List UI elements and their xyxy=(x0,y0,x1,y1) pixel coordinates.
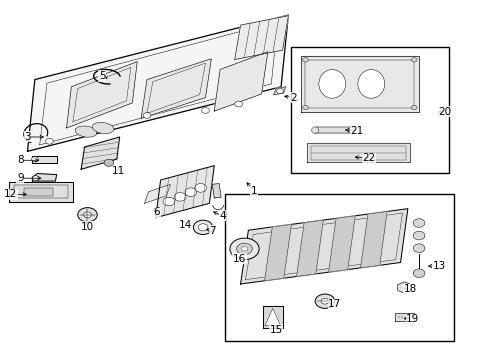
Circle shape xyxy=(412,231,424,240)
Ellipse shape xyxy=(357,69,384,98)
Text: 19: 19 xyxy=(405,314,419,324)
Text: 20: 20 xyxy=(437,107,450,117)
Bar xyxy=(290,47,448,173)
Text: 12: 12 xyxy=(4,189,17,199)
Text: 14: 14 xyxy=(178,220,191,230)
Circle shape xyxy=(174,193,185,201)
Text: 2: 2 xyxy=(289,93,296,103)
Polygon shape xyxy=(306,143,409,162)
Circle shape xyxy=(45,138,53,144)
Circle shape xyxy=(234,101,242,107)
Circle shape xyxy=(276,89,283,94)
Ellipse shape xyxy=(75,126,97,137)
Circle shape xyxy=(241,247,247,251)
Polygon shape xyxy=(300,56,418,112)
Polygon shape xyxy=(264,309,280,325)
Polygon shape xyxy=(315,127,351,134)
Circle shape xyxy=(410,58,416,62)
Polygon shape xyxy=(394,314,413,320)
Polygon shape xyxy=(9,182,73,202)
Text: 13: 13 xyxy=(432,261,445,271)
Circle shape xyxy=(32,176,39,181)
Polygon shape xyxy=(27,15,288,151)
Circle shape xyxy=(321,298,328,304)
Polygon shape xyxy=(296,220,323,276)
Circle shape xyxy=(193,220,212,234)
Ellipse shape xyxy=(318,69,345,98)
Circle shape xyxy=(104,159,114,166)
Bar xyxy=(24,188,53,196)
Polygon shape xyxy=(212,184,221,198)
Circle shape xyxy=(302,105,308,110)
Circle shape xyxy=(410,105,416,110)
Circle shape xyxy=(78,208,97,222)
Text: 5: 5 xyxy=(99,71,105,81)
Circle shape xyxy=(163,197,174,206)
Circle shape xyxy=(229,238,259,260)
Circle shape xyxy=(198,224,207,231)
Text: 22: 22 xyxy=(362,153,375,163)
Text: 3: 3 xyxy=(24,132,31,142)
Polygon shape xyxy=(81,137,120,169)
Circle shape xyxy=(412,269,424,278)
Polygon shape xyxy=(240,209,407,284)
Text: 10: 10 xyxy=(81,222,94,231)
Circle shape xyxy=(302,58,308,62)
Circle shape xyxy=(143,113,151,118)
Ellipse shape xyxy=(347,127,355,134)
Circle shape xyxy=(412,219,424,227)
Polygon shape xyxy=(273,87,285,95)
Circle shape xyxy=(236,243,252,255)
Text: 17: 17 xyxy=(327,300,341,310)
Text: 15: 15 xyxy=(269,325,282,335)
Circle shape xyxy=(184,188,196,197)
Polygon shape xyxy=(141,59,211,118)
Circle shape xyxy=(412,244,424,252)
Text: 21: 21 xyxy=(349,126,363,135)
Text: 7: 7 xyxy=(209,226,216,236)
Polygon shape xyxy=(397,282,410,293)
Polygon shape xyxy=(264,224,291,281)
Ellipse shape xyxy=(311,127,318,134)
Polygon shape xyxy=(360,211,386,268)
Polygon shape xyxy=(234,16,288,59)
Circle shape xyxy=(83,212,91,218)
Text: 6: 6 xyxy=(153,207,160,217)
Circle shape xyxy=(194,184,206,192)
Circle shape xyxy=(31,157,38,162)
Polygon shape xyxy=(263,306,282,328)
Polygon shape xyxy=(66,62,137,128)
Text: 9: 9 xyxy=(17,173,23,183)
Polygon shape xyxy=(32,174,57,181)
Circle shape xyxy=(315,294,334,309)
Text: 1: 1 xyxy=(250,186,257,196)
Polygon shape xyxy=(32,156,57,163)
Text: 11: 11 xyxy=(112,166,125,176)
Text: 8: 8 xyxy=(17,155,23,165)
Polygon shape xyxy=(214,51,267,111)
Circle shape xyxy=(201,108,209,113)
Bar xyxy=(224,194,453,341)
Polygon shape xyxy=(328,216,354,272)
Text: 18: 18 xyxy=(403,284,416,294)
Polygon shape xyxy=(156,166,214,218)
Polygon shape xyxy=(144,184,170,203)
Text: 4: 4 xyxy=(219,211,225,221)
Text: 16: 16 xyxy=(232,254,246,264)
Ellipse shape xyxy=(92,122,114,134)
